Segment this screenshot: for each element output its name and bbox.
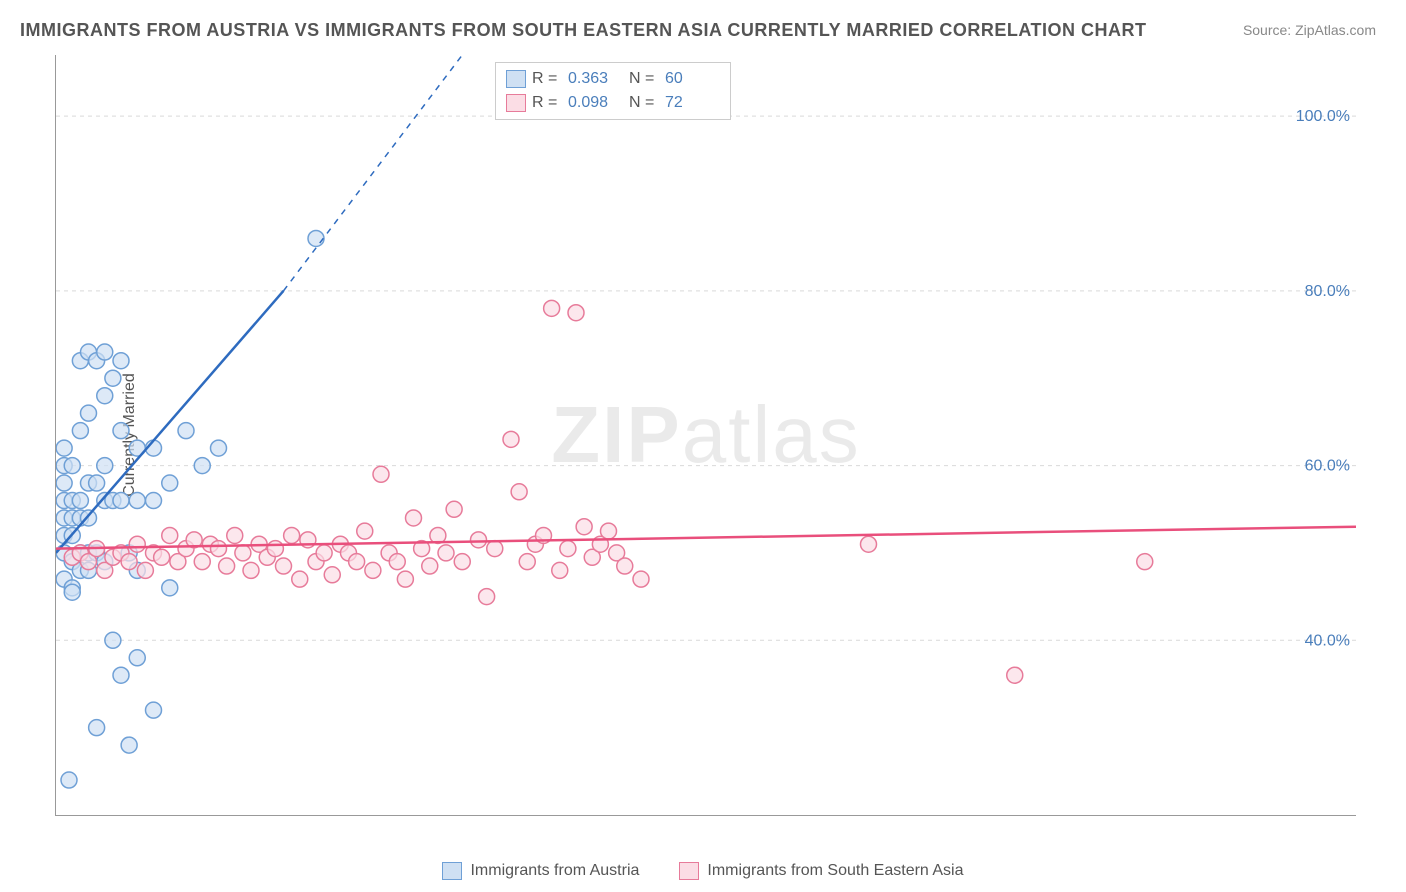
legend-r-value: 0.098 xyxy=(568,94,623,112)
legend-swatch xyxy=(506,94,526,112)
svg-text:80.0%: 80.0% xyxy=(1305,283,1350,300)
legend-swatch xyxy=(442,862,462,880)
legend-r-label: R = xyxy=(532,94,562,112)
legend-swatch xyxy=(506,70,526,88)
chart-source: Source: ZipAtlas.com xyxy=(1243,22,1376,38)
legend-top: R = 0.363 N = 60 R = 0.098 N = 72 xyxy=(495,62,731,120)
legend-series-label: Immigrants from Austria xyxy=(470,862,639,880)
legend-bottom: Immigrants from Austria Immigrants from S… xyxy=(0,862,1406,880)
legend-bottom-item: Immigrants from Austria xyxy=(442,862,639,880)
legend-series-label: Immigrants from South Eastern Asia xyxy=(707,862,963,880)
legend-row: R = 0.098 N = 72 xyxy=(506,91,720,115)
svg-text:100.0%: 100.0% xyxy=(1296,108,1350,125)
chart-svg: 40.0%60.0%80.0%100.0%0.0%80.0% xyxy=(56,55,1356,815)
plot-area: Currently Married ZIPatlas 40.0%60.0%80.… xyxy=(55,55,1356,816)
legend-row: R = 0.363 N = 60 xyxy=(506,67,720,91)
legend-n-label: N = xyxy=(629,94,659,112)
legend-r-value: 0.363 xyxy=(568,70,623,88)
svg-text:40.0%: 40.0% xyxy=(1305,632,1350,649)
legend-r-label: R = xyxy=(532,70,562,88)
legend-n-label: N = xyxy=(629,70,659,88)
svg-text:60.0%: 60.0% xyxy=(1305,458,1350,475)
legend-bottom-item: Immigrants from South Eastern Asia xyxy=(679,862,963,880)
chart-title: IMMIGRANTS FROM AUSTRIA VS IMMIGRANTS FR… xyxy=(20,20,1147,41)
legend-swatch xyxy=(679,862,699,880)
legend-n-value: 72 xyxy=(665,94,720,112)
legend-n-value: 60 xyxy=(665,70,720,88)
